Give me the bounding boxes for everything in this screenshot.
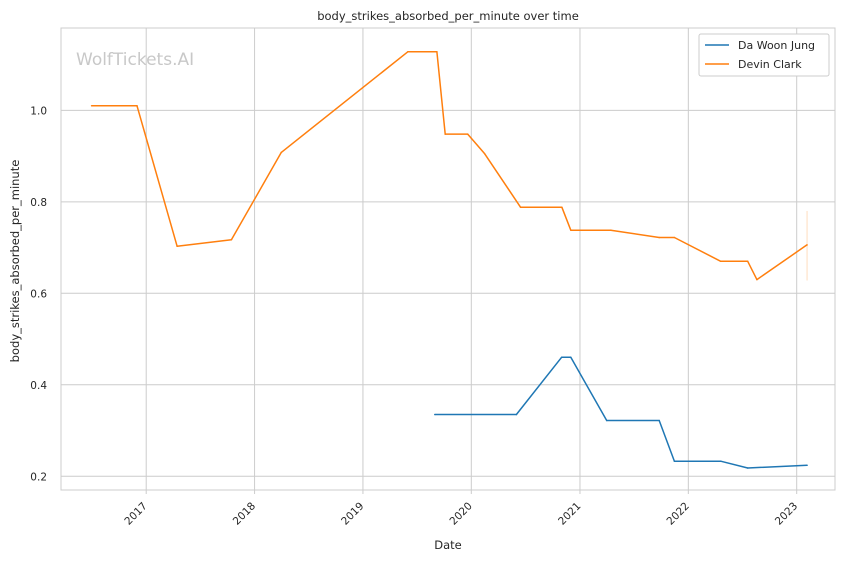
data-point-devin-clark <box>90 105 93 107</box>
x-tick-label: 2023 <box>773 500 800 527</box>
data-point-devin-clark <box>407 51 409 53</box>
data-point-da-woon-jung <box>434 413 436 416</box>
data-point-devin-clark <box>806 244 808 246</box>
legend: Da Woon Jung Devin Clark <box>698 33 830 77</box>
x-tick-label: 2022 <box>665 500 692 527</box>
x-tick-label: 2020 <box>447 500 474 527</box>
series-layer <box>90 51 808 469</box>
data-point-devin-clark <box>519 206 522 209</box>
data-point-devin-clark <box>444 133 446 135</box>
data-point-da-woon-jung <box>570 356 572 359</box>
y-tick-label: 0.8 <box>30 197 47 209</box>
data-point-da-woon-jung <box>515 413 518 416</box>
data-point-devin-clark <box>719 260 722 263</box>
data-point-da-woon-jung <box>658 419 660 422</box>
data-point-da-woon-jung <box>806 464 808 467</box>
data-point-da-woon-jung <box>746 467 749 469</box>
data-point-devin-clark <box>483 153 486 155</box>
data-point-devin-clark <box>570 229 572 231</box>
y-tick-label: 0.6 <box>30 288 47 300</box>
chart-title: body_strikes_absorbed_per_minute over ti… <box>317 9 579 23</box>
data-point-devin-clark <box>610 229 612 231</box>
data-point-devin-clark <box>466 133 469 135</box>
series-line-da-woon-jung <box>434 356 808 469</box>
data-point-devin-clark <box>746 260 749 263</box>
y-tick-label: 0.2 <box>30 471 47 483</box>
data-point-devin-clark <box>756 278 758 281</box>
x-tick-label: 2017 <box>122 500 149 527</box>
x-tick-labels: 2017 2018 2019 2020 2021 2022 2023 <box>122 500 800 527</box>
legend-label-devin-clark: Devin Clark <box>738 58 802 71</box>
x-tick-label: 2019 <box>339 500 366 527</box>
series-line-devin-clark <box>91 51 808 281</box>
data-point-devin-clark <box>280 151 283 154</box>
data-point-da-woon-jung <box>605 419 608 422</box>
y-axis-label: body_strikes_absorbed_per_minute <box>8 160 22 363</box>
y-tick-labels: 0.2 0.4 0.6 0.8 1.0 <box>30 105 47 483</box>
data-point-devin-clark <box>561 206 563 209</box>
data-point-da-woon-jung <box>719 460 722 462</box>
y-tick-label: 1.0 <box>30 105 47 117</box>
x-tick-label: 2018 <box>231 500 258 527</box>
watermark: WolfTickets.AI <box>76 50 194 70</box>
data-point-devin-clark <box>176 245 178 247</box>
y-tick-label: 0.4 <box>30 380 47 392</box>
data-point-devin-clark <box>673 236 676 239</box>
data-point-devin-clark <box>136 105 138 107</box>
x-tick-label: 2021 <box>556 500 583 527</box>
grid-layer <box>61 28 835 494</box>
data-point-devin-clark <box>658 236 660 239</box>
x-axis-label: Date <box>434 538 462 552</box>
data-point-devin-clark <box>436 51 438 53</box>
legend-label-da-woon-jung: Da Woon Jung <box>738 39 815 52</box>
data-point-da-woon-jung <box>673 460 676 462</box>
data-point-devin-clark <box>230 239 233 241</box>
legend-box <box>698 33 830 77</box>
plot-area-frame <box>60 27 836 491</box>
data-point-da-woon-jung <box>560 356 563 359</box>
